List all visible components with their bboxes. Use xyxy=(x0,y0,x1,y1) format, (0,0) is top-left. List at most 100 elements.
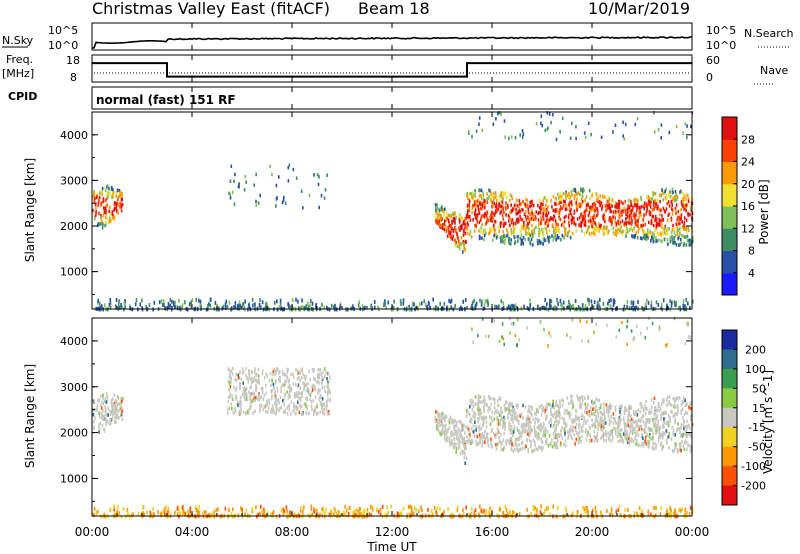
power-scatter-point xyxy=(470,306,472,311)
velocity-scatter-point xyxy=(564,421,567,425)
velocity-scatter-point xyxy=(113,410,116,415)
power-scatter-point xyxy=(602,226,605,230)
velocity-scatter-point xyxy=(665,403,668,408)
power-scatter-point xyxy=(421,301,423,306)
power-scatter-point xyxy=(676,232,678,236)
velocity-scatter-point xyxy=(595,414,598,419)
power-scatter-point xyxy=(624,209,627,213)
power-scatter-point xyxy=(647,199,650,203)
velocity-scatter-point xyxy=(584,406,587,411)
velocity-scatter-point xyxy=(472,424,475,428)
velocity-scatter-point xyxy=(596,431,599,436)
power-scatter-point xyxy=(533,227,536,231)
power-scatter-point xyxy=(471,303,473,308)
power-scatter-point xyxy=(555,137,558,142)
power-scatter-point xyxy=(443,210,445,215)
velocity-scatter-point xyxy=(488,334,490,339)
power-scatter-point xyxy=(306,301,309,306)
velocity-scatter-point xyxy=(550,418,552,423)
velocity-scatter-point xyxy=(456,432,459,437)
power-scatter-point xyxy=(673,237,676,241)
power-scatter-point xyxy=(318,205,320,210)
velocity-scatter-point xyxy=(288,408,291,412)
velocity-scatter-point xyxy=(505,507,508,512)
velocity-scatter-point xyxy=(668,512,671,517)
velocity-scatter-point xyxy=(460,436,462,440)
velocity-scatter-point xyxy=(593,424,596,428)
velocity-scatter-point xyxy=(323,407,326,412)
power-scatter-point xyxy=(463,243,465,248)
velocity-scatter-point xyxy=(234,377,236,382)
power-scatter-point xyxy=(610,219,612,223)
power-scatter-point xyxy=(98,195,101,200)
velocity-scatter-point xyxy=(653,400,655,405)
velocity-scatter-point xyxy=(514,439,517,444)
velocity-scatter-point xyxy=(116,413,119,417)
velocity-scatter-point xyxy=(617,417,620,421)
power-scatter-point xyxy=(500,112,502,117)
power-scatter-point xyxy=(620,210,622,215)
power-scatter-point xyxy=(564,231,567,235)
velocity-scatter-point xyxy=(519,414,522,419)
power-scatter-point xyxy=(459,224,462,229)
velocity-scatter-point xyxy=(500,413,502,418)
power-scatter-point xyxy=(191,298,194,303)
velocity-scatter-point xyxy=(690,449,692,454)
power-scatter-point xyxy=(494,228,497,232)
power-colorbar-tick-label: 16 xyxy=(741,200,755,213)
velocity-scatter-point xyxy=(552,504,554,509)
velocity-scatter-point xyxy=(650,512,652,517)
velocity-scatter-point xyxy=(459,433,461,438)
velocity-scatter-point xyxy=(624,436,627,440)
velocity-scatter-point xyxy=(637,443,640,448)
power-scatter-point xyxy=(480,302,483,307)
power-scatter-point xyxy=(678,215,681,219)
power-scatter-point xyxy=(660,193,663,198)
power-scatter-point xyxy=(518,199,521,203)
velocity-scatter-point xyxy=(255,383,257,388)
power-scatter-point xyxy=(520,202,523,206)
power-scatter-point xyxy=(684,304,686,309)
velocity-scatter-point xyxy=(571,419,573,423)
power-scatter-point xyxy=(563,236,566,240)
power-scatter-point xyxy=(167,301,170,306)
velocity-scatter-point xyxy=(592,407,594,411)
velocity-scatter-point xyxy=(557,434,560,439)
velocity-scatter-point xyxy=(251,369,253,374)
velocity-scatter-point xyxy=(470,419,473,423)
power-scatter-point xyxy=(554,202,556,206)
power-scatter-point xyxy=(493,227,495,231)
power-scatter-point xyxy=(502,197,504,201)
power-scatter-point xyxy=(577,305,580,310)
power-scatter-point xyxy=(503,210,505,215)
power-scatter-point xyxy=(448,223,451,228)
velocity-scatter-point xyxy=(492,397,495,401)
power-scatter-point xyxy=(511,218,514,222)
power-scatter-point xyxy=(454,242,456,247)
power-scatter-point xyxy=(458,218,461,222)
velocity-scatter-point xyxy=(314,395,317,399)
velocity-scatter-point xyxy=(628,418,630,422)
velocity-scatter-point xyxy=(509,437,511,441)
velocity-scatter-point xyxy=(249,395,251,399)
power-scatter-point xyxy=(490,216,493,220)
power-scatter-point xyxy=(100,220,103,224)
velocity-scatter-point xyxy=(477,333,479,338)
power-scatter-point xyxy=(547,235,549,239)
power-ytick-label: 3000 xyxy=(60,174,88,187)
power-scatter-point xyxy=(685,192,688,196)
velocity-scatter-point xyxy=(490,442,493,447)
velocity-scatter-point xyxy=(101,423,104,428)
velocity-scatter-point xyxy=(631,428,634,433)
power-scatter-point xyxy=(621,209,623,213)
power-scatter-point xyxy=(275,197,278,201)
power-scatter-point xyxy=(478,229,480,233)
power-scatter-point xyxy=(682,234,685,239)
power-scatter-point xyxy=(111,216,114,220)
power-scatter-point xyxy=(498,111,501,115)
power-colorbar-swatch xyxy=(722,183,737,207)
velocity-scatter-point xyxy=(528,434,531,438)
power-scatter-point xyxy=(474,306,477,311)
power-scatter-point xyxy=(648,212,651,216)
velocity-scatter-point xyxy=(581,339,583,343)
